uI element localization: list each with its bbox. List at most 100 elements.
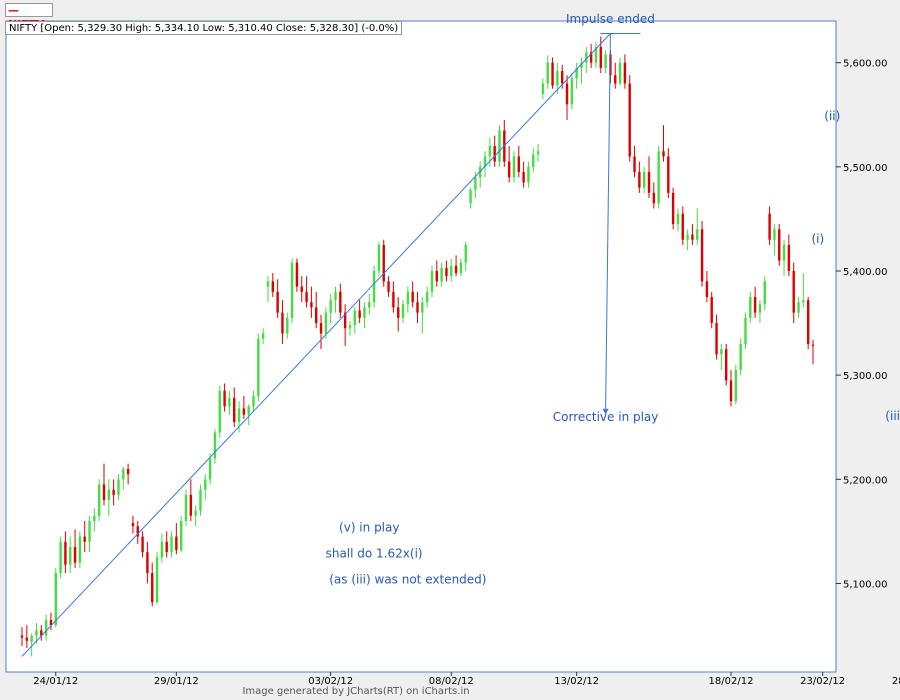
annotations: Impulse ended Corrective in play (i) (ii) (i… (21, 12, 900, 657)
annotation-label: (ii) (824, 109, 840, 123)
candle-body (623, 62, 627, 84)
candle-body (20, 635, 24, 638)
candle-body (281, 312, 284, 334)
candle-body (642, 172, 646, 188)
candle-body (411, 291, 414, 303)
candle-body (773, 229, 776, 240)
candle-body (315, 307, 318, 324)
candle-body (146, 552, 149, 574)
candle-body (126, 468, 130, 475)
candle-body (483, 156, 487, 167)
candle-body (749, 297, 752, 318)
candle-body (802, 300, 805, 303)
x-tick-label: 23/02/12 (800, 676, 845, 687)
candle-body (507, 161, 511, 178)
candle-body (194, 510, 197, 516)
candle-body (179, 520, 183, 551)
candle-body (753, 297, 757, 313)
candle-body (204, 479, 207, 490)
candle-body (40, 630, 43, 636)
quote-info: NIFTY [Open: 5,329.30 High: 5,334.10 Low… (5, 21, 403, 35)
y-tick-label: 5,600.00 (843, 59, 888, 70)
candle-body (763, 281, 766, 305)
candle-body (541, 83, 545, 94)
annotation-label: (iii) (885, 409, 900, 423)
annotation-label: (v) in play (339, 520, 399, 534)
candle-body (724, 349, 728, 381)
candle-body (580, 62, 583, 68)
candle-body (720, 349, 723, 355)
candle-body (329, 300, 332, 313)
candle-body (387, 281, 390, 292)
candle-body (160, 541, 164, 558)
candle-body (657, 151, 660, 204)
candles (20, 36, 815, 657)
candle-body (339, 291, 342, 313)
candle-body (638, 172, 641, 188)
candle-body (522, 172, 525, 183)
candle-body (493, 145, 496, 162)
annotation-label: (i) (811, 232, 824, 246)
y-tick-label: 5,400.00 (843, 267, 888, 278)
candle-body (556, 70, 559, 86)
candle-body (546, 62, 549, 84)
candle-body (758, 304, 762, 313)
candle-body (469, 189, 472, 204)
candle-body (324, 312, 328, 334)
candle-body (69, 547, 72, 565)
footer-credit: Image generated by JCharts(RT) on iChart… (242, 686, 470, 697)
candle-body (614, 75, 617, 84)
candle-body (363, 307, 366, 318)
x-tick-label: 28/02/12 (892, 676, 900, 687)
candle-body (54, 573, 57, 626)
candle-body (136, 526, 139, 537)
candle-body (691, 234, 694, 240)
candle-body (729, 380, 733, 402)
candle-body (295, 262, 299, 287)
candle-body (565, 83, 569, 105)
annotation-label: Impulse ended (566, 12, 655, 26)
candle-body (257, 338, 260, 396)
candle-body (797, 302, 800, 313)
y-axis: 5,100.00 5,200.00 5,300.00 5,400.00 5,500.00… (836, 59, 888, 590)
legend-symbol: —NIFTY (5, 3, 53, 31)
candle-body (671, 192, 675, 225)
candle-body (700, 229, 704, 282)
candle-body (170, 536, 173, 553)
candle-body (83, 536, 86, 542)
candle-body (107, 489, 111, 501)
candle-body (175, 536, 178, 551)
candle-body (25, 637, 29, 641)
candle-body (464, 244, 467, 263)
y-tick-label: 5,200.00 (843, 475, 888, 486)
candle-body (498, 130, 501, 162)
candle-body (286, 317, 289, 334)
candle-body (276, 291, 279, 313)
candle-body (131, 523, 135, 527)
x-tick-label: 18/02/12 (709, 676, 754, 687)
candle-body (223, 390, 226, 407)
candle-body (454, 265, 458, 274)
x-tick-label: 24/01/12 (33, 676, 78, 687)
candle-body (377, 244, 381, 271)
candle-body (667, 156, 670, 193)
annotation-label: Corrective in play (553, 410, 659, 424)
candle-body (78, 536, 82, 563)
candle-body (599, 47, 602, 68)
annotation-label: (as (iii) was not extended) (329, 572, 486, 586)
candle-body (218, 390, 221, 433)
candle-body (117, 479, 120, 495)
candle-body (589, 52, 593, 63)
candle-body (102, 484, 106, 501)
candle-body (686, 234, 689, 240)
x-tick-label: 13/02/12 (554, 676, 599, 687)
candle-body (517, 156, 520, 173)
candle-body (372, 270, 376, 303)
candle-body (397, 307, 400, 318)
candle-body (233, 398, 236, 423)
candle-body (628, 83, 631, 157)
candle-body (73, 547, 77, 563)
candle-body (604, 54, 607, 68)
candle-body (806, 300, 810, 344)
candle-body (290, 262, 294, 318)
